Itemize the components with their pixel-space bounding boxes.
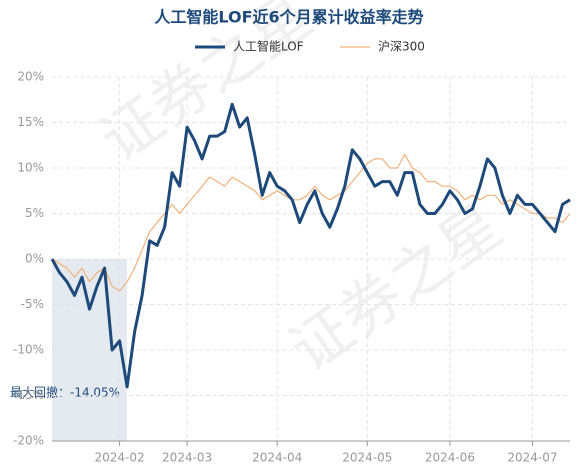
series-line bbox=[50, 102, 571, 389]
y-tick-label: -5% bbox=[21, 297, 44, 311]
chart-title: 人工智能LOF近6个月累计收益率走势 bbox=[154, 8, 423, 27]
x-tick-label: 2024-04 bbox=[252, 451, 302, 465]
legend-label: 人工智能LOF bbox=[233, 39, 304, 54]
y-tick-label: -20% bbox=[13, 434, 44, 448]
watermark: 证券之星 bbox=[278, 191, 515, 386]
drawdown-label: 最大回撤：-14.05% bbox=[10, 385, 120, 400]
y-tick-label: -10% bbox=[13, 343, 44, 357]
x-tick-label: 2024-07 bbox=[507, 451, 557, 465]
x-tick-label: 2024-05 bbox=[342, 451, 392, 465]
y-tick-label: 10% bbox=[17, 161, 44, 175]
y-tick-label: -15% bbox=[13, 388, 44, 402]
legend-label: 沪深300 bbox=[378, 40, 425, 54]
series-line bbox=[51, 153, 571, 292]
y-tick-label: 20% bbox=[17, 70, 44, 84]
y-tick-label: 15% bbox=[17, 115, 44, 129]
y-tick-label: 5% bbox=[25, 206, 44, 220]
x-tick-label: 2024-03 bbox=[162, 451, 212, 465]
y-tick-label: 0% bbox=[25, 252, 44, 266]
x-tick-label: 2024-02 bbox=[94, 451, 144, 465]
x-tick-label: 2024-06 bbox=[425, 451, 475, 465]
